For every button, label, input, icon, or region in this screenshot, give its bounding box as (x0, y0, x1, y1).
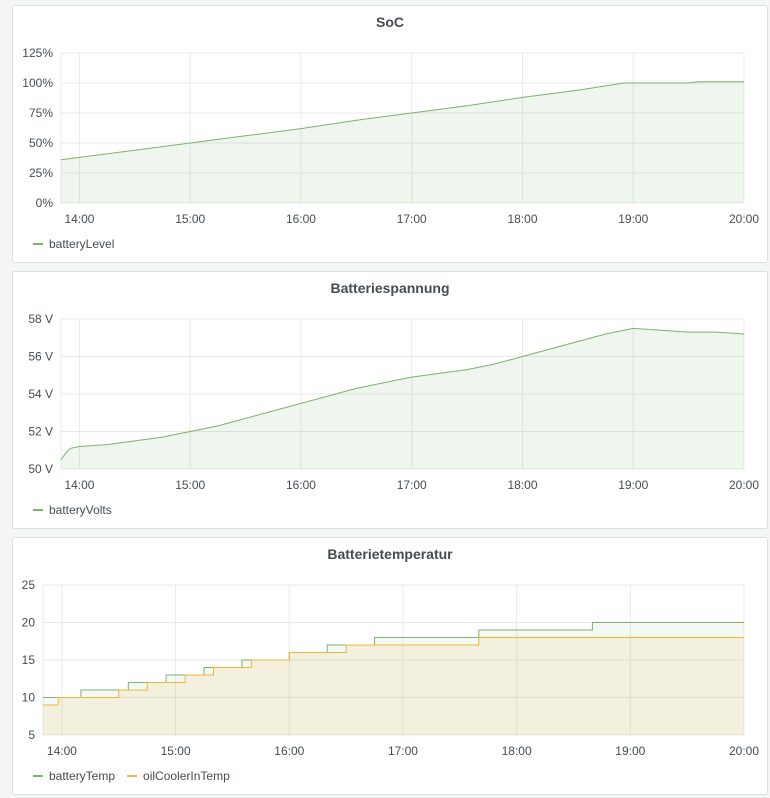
y-tick-label: 54 V (28, 387, 53, 401)
legend-swatch-icon (127, 775, 138, 777)
y-tick-label: 58 V (28, 312, 53, 326)
legend-item-batteryvolts[interactable]: batteryVolts (33, 503, 112, 517)
temperature-panel: Batterietemperatur 5 10 15 20 25 14:00 15:00 16… (12, 537, 768, 795)
soc-chart: 0% 25% 50% 75% 100% 125% 14:00 15:00 16:00 17:00 1… (22, 46, 759, 226)
legend-label: batteryLevel (49, 237, 115, 251)
legend-swatch-icon (33, 243, 43, 245)
legend-item-batterylevel[interactable]: batteryLevel (33, 237, 114, 251)
x-tick-label: 18:00 (507, 478, 537, 492)
legend-swatch-icon (33, 775, 43, 777)
x-tick-label: 14:00 (47, 744, 77, 758)
y-tick-label: 10 (22, 691, 36, 705)
x-tick-label: 20:00 (729, 212, 759, 226)
x-tick-label: 14:00 (64, 478, 94, 492)
series-line-batteryLevel (60, 81, 744, 161)
soc-panel: SoC 0% 25% 50% 75% 100% 125% 14:00 15:00 16:00 17… (12, 5, 768, 263)
temperature-chart: 5 10 15 20 25 14:00 15:00 16:00 17:00 18:00 19:00 2… (22, 578, 760, 758)
y-tick-label: 125% (22, 46, 53, 60)
y-tick-label: 100% (22, 76, 53, 90)
x-tick-label: 17:00 (397, 212, 427, 226)
series-line-batteryVolts (60, 327, 745, 460)
temperature-panel-title: Batterietemperatur (327, 546, 453, 562)
x-tick-label: 18:00 (502, 744, 532, 758)
y-tick-label: 50% (29, 136, 53, 150)
x-tick-label: 17:00 (388, 744, 418, 758)
y-tick-label: 20 (22, 616, 36, 630)
temperature-legend: batteryTemp oilCoolerInTemp (33, 769, 230, 783)
series-area-batteryVolts (61, 328, 744, 469)
legend-swatch-icon (33, 509, 43, 511)
x-tick-label: 19:00 (615, 744, 645, 758)
voltage-legend: batteryVolts (33, 503, 112, 517)
legend-label: batteryVolts (49, 503, 112, 517)
x-tick-label: 19:00 (618, 478, 648, 492)
series-line-oilCoolerInTemp (43, 637, 744, 706)
y-tick-label: 25 (22, 578, 36, 592)
y-tick-label: 52 V (28, 425, 53, 439)
y-tick-label: 25% (29, 166, 53, 180)
x-tick-label: 15:00 (175, 478, 205, 492)
legend-item-batterytemp[interactable]: batteryTemp (33, 769, 115, 783)
x-tick-label: 15:00 (175, 212, 205, 226)
legend-label: oilCoolerInTemp (143, 769, 230, 783)
x-tick-label: 16:00 (286, 478, 316, 492)
legend-label: batteryTemp (49, 769, 116, 783)
x-tick-label: 18:00 (507, 212, 537, 226)
y-tick-label: 0% (36, 196, 54, 210)
x-tick-label: 16:00 (286, 212, 316, 226)
x-tick-label: 14:00 (64, 212, 94, 226)
voltage-panel-title: Batteriespannung (330, 280, 450, 296)
y-tick-label: 50 V (28, 462, 53, 476)
soc-panel-title: SoC (376, 14, 404, 30)
x-tick-label: 19:00 (618, 212, 648, 226)
x-tick-label: 16:00 (274, 744, 304, 758)
soc-legend: batteryLevel (33, 237, 114, 251)
legend-item-oilcoolerintemp[interactable]: oilCoolerInTemp (127, 769, 230, 783)
series-area-oilCoolerInTemp (43, 637, 744, 735)
x-tick-label: 15:00 (161, 744, 191, 758)
y-tick-label: 15 (22, 653, 36, 667)
x-tick-label: 20:00 (729, 478, 759, 492)
y-tick-label: 75% (29, 106, 53, 120)
x-tick-label: 20:00 (729, 744, 759, 758)
y-tick-label: 5 (28, 728, 35, 742)
y-tick-label: 56 V (28, 350, 53, 364)
voltage-panel: Batteriespannung 50 V 52 V 54 V 56 V 58 V 14:… (12, 271, 768, 529)
series-area-batteryLevel (61, 81, 744, 203)
voltage-chart: 50 V 52 V 54 V 56 V 58 V 14:00 15:00 16:00 17:00… (28, 312, 759, 492)
series-area-batteryTemp (43, 622, 744, 735)
x-tick-label: 17:00 (397, 478, 427, 492)
